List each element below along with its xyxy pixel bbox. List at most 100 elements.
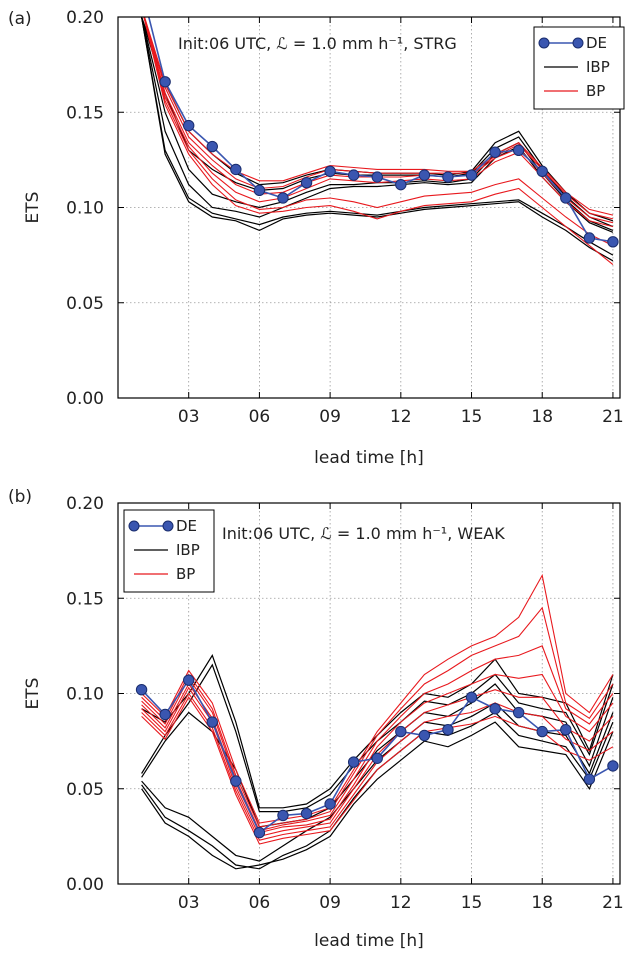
- data-point-de: [607, 760, 619, 772]
- series-line-bp: [141, 606, 614, 828]
- data-point-de: [230, 163, 242, 176]
- series-line-bp: [141, 696, 614, 845]
- data-point-de: [300, 807, 313, 820]
- x-tick-label: 09: [319, 407, 341, 427]
- x-tick-label: 15: [461, 407, 483, 427]
- y-tick-label: 0.10: [66, 685, 104, 705]
- data-point-de: [324, 798, 336, 810]
- legend-box: [533, 26, 625, 110]
- data-point-de: [324, 165, 336, 178]
- data-point-de: [347, 756, 360, 768]
- x-tick-label: 21: [602, 407, 624, 427]
- plot-area: [141, 17, 619, 266]
- x-tick-label: 15: [461, 893, 483, 913]
- data-point-de: [206, 140, 218, 153]
- legend: DE IBP BP: [533, 26, 625, 110]
- series-line-ibp: [141, 663, 614, 813]
- legend-label-bp: BP: [176, 565, 195, 583]
- data-point-de: [536, 725, 548, 738]
- y-tick-label: 0.15: [66, 589, 104, 609]
- x-tick-label: 06: [249, 407, 271, 427]
- data-point-de: [159, 76, 171, 88]
- data-point-de: [159, 708, 171, 721]
- legend-marker-de: [572, 37, 584, 49]
- data-point-de: [465, 691, 478, 704]
- x-tick-label: 21: [602, 893, 624, 913]
- data-point-de: [183, 119, 195, 132]
- data-point-de: [206, 716, 218, 728]
- chart-annotation: Init:06 UTC, ℒ = 1.0 mm h⁻¹, WEAK: [222, 524, 505, 543]
- y-tick-label: 0.15: [66, 103, 104, 123]
- y-tick-label: 0.00: [66, 875, 104, 895]
- y-axis-label: ETS: [23, 678, 43, 710]
- data-point-de: [607, 236, 619, 248]
- x-tick-label: 12: [390, 407, 412, 427]
- data-point-de: [371, 752, 383, 764]
- data-point-de: [512, 706, 525, 719]
- legend-label-bp: BP: [586, 82, 605, 100]
- data-point-de: [418, 169, 431, 181]
- data-point-de: [277, 192, 289, 204]
- x-tick-label: 03: [178, 407, 200, 427]
- y-axis-label: ETS: [23, 192, 43, 224]
- x-axis-label: lead time [h]: [314, 448, 424, 468]
- legend-marker-de: [162, 520, 174, 532]
- data-point-de: [560, 192, 572, 204]
- x-tick-label: 18: [531, 893, 553, 913]
- legend-marker-de: [128, 520, 140, 532]
- legend-label-ibp: IBP: [586, 58, 610, 76]
- data-point-de: [583, 232, 596, 244]
- series-line-bp: [141, 573, 614, 824]
- data-point-de: [300, 177, 313, 189]
- data-point-de: [371, 171, 383, 183]
- series-line-bp: [143, 17, 614, 247]
- data-point-de: [395, 178, 407, 191]
- data-point-de: [442, 171, 454, 183]
- legend-label-de: DE: [176, 517, 197, 535]
- x-tick-label: 09: [319, 893, 341, 913]
- data-point-de: [253, 184, 266, 197]
- data-point-de: [560, 723, 572, 736]
- legend-label-de: DE: [586, 34, 607, 52]
- y-tick-label: 0.20: [66, 8, 104, 28]
- series-line-bp: [141, 645, 614, 832]
- chart-panel-b: 03 06 09 12 15 18 21 0.00 0.05 0.10 0.15 0.20 lead t…: [8, 487, 624, 951]
- series-line-ibp: [141, 17, 614, 233]
- data-point-de: [442, 723, 454, 736]
- data-point-de: [536, 165, 548, 178]
- y-tick-label: 0.05: [66, 780, 104, 800]
- data-point-de: [583, 773, 596, 785]
- data-point-de: [489, 703, 501, 715]
- series-line-ibp: [141, 17, 614, 256]
- data-point-de: [512, 144, 525, 157]
- panel-label: (a): [8, 9, 32, 29]
- panel-label: (b): [8, 487, 32, 507]
- chart-annotation: Init:06 UTC, ℒ = 1.0 mm h⁻¹, STRG: [178, 34, 457, 53]
- legend: DE IBP BP: [123, 509, 215, 593]
- y-tick-label: 0.05: [66, 294, 104, 314]
- chart-panel-a: 03 06 09 12 15 18 21 0.00 0.05 0.10 0.15 0.20 lead t…: [8, 8, 625, 468]
- series-line-ibp: [141, 17, 614, 262]
- legend-marker-de: [538, 37, 550, 49]
- y-tick-label: 0.10: [66, 199, 104, 219]
- data-point-de: [277, 809, 289, 822]
- x-tick-label: 18: [531, 407, 553, 427]
- y-tick-label: 0.20: [66, 494, 104, 514]
- series-line-bp: [143, 17, 614, 266]
- data-point-de: [253, 826, 266, 839]
- data-point-de: [183, 674, 195, 686]
- series-line-bp: [143, 17, 614, 216]
- x-tick-label: 03: [178, 893, 200, 913]
- x-tick-label: 06: [249, 893, 271, 913]
- legend-label-ibp: IBP: [176, 541, 200, 559]
- data-point-de: [489, 146, 501, 158]
- data-point-de: [395, 725, 407, 738]
- data-point-de: [418, 729, 431, 742]
- data-point-de: [135, 683, 148, 696]
- series-line-ibp: [141, 721, 614, 870]
- data-point-de: [347, 169, 360, 181]
- x-axis-label: lead time [h]: [314, 931, 424, 950]
- x-tick-label: 12: [390, 893, 412, 913]
